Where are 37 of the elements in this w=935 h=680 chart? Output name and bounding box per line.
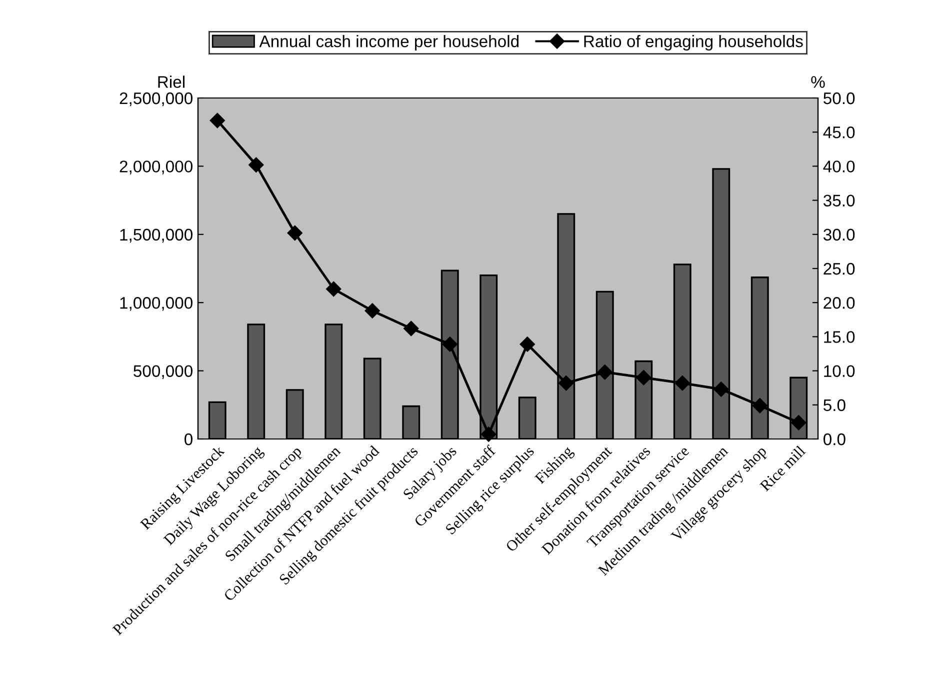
point (248, 157, 264, 172)
point (404, 320, 419, 336)
y-tick-label: 0 (184, 433, 192, 446)
y-tick-label: 2,000,000 (120, 160, 192, 174)
y2-tick-label: 20.0 (824, 297, 855, 309)
y2-tick-label: 25.0 (824, 262, 855, 275)
y2-tick-label: 50.0 (824, 92, 855, 104)
point (364, 303, 380, 318)
point (636, 370, 652, 386)
point (287, 225, 302, 241)
y2-tick-label: 45.0 (823, 126, 855, 138)
point (597, 364, 612, 380)
point (714, 382, 729, 397)
y2-tick-label: 10.0 (824, 365, 855, 378)
y2-tick-label: 5.0 (824, 399, 846, 412)
point (752, 398, 768, 414)
y2-axis-title: % (811, 76, 825, 88)
y2-tick-label: 40.0 (823, 160, 855, 172)
y-tick-label: 1,000,000 (120, 297, 192, 311)
y2-tick-label: 0.0 (824, 433, 846, 446)
point (791, 415, 806, 430)
y-tick-label: 2,500,000 (120, 92, 192, 106)
point (442, 336, 458, 352)
point (558, 376, 574, 391)
y2-tick-label: 35.0 (823, 194, 855, 207)
y-axis-title: Riel (158, 76, 184, 88)
point (326, 281, 342, 297)
point (674, 376, 690, 391)
y2-tick-label: 15.0 (824, 331, 855, 343)
point (481, 426, 496, 442)
point (520, 336, 535, 352)
y-tick-label: 500,000 (134, 365, 192, 379)
legend-label: Annual cash income per household (259, 34, 519, 51)
y2-tick-label: 30.0 (823, 228, 855, 241)
legend-label: Ratio of engaging households (584, 34, 803, 51)
point (210, 112, 225, 128)
y-tick-label: 1,500,000 (120, 228, 192, 243)
